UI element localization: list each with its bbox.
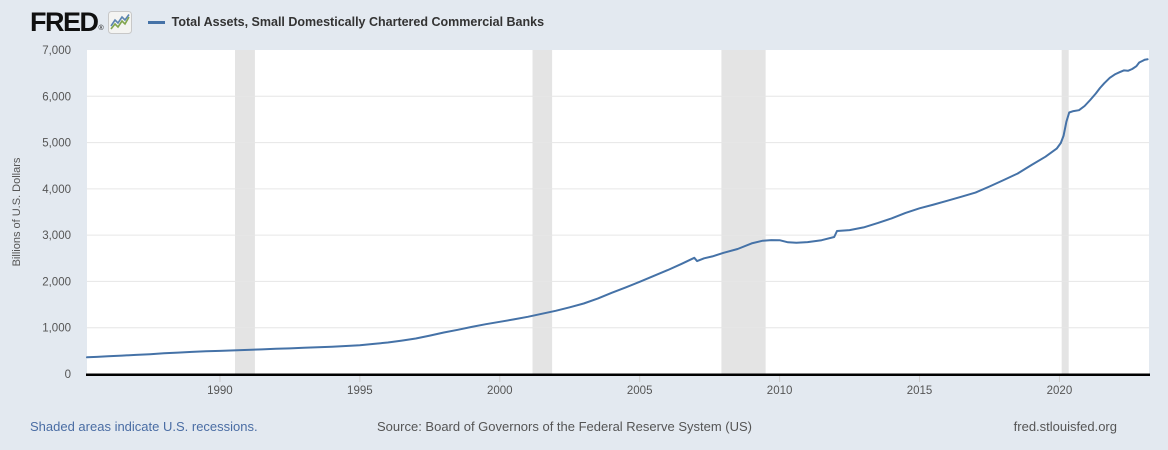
recession-band: [1061, 50, 1069, 374]
y-axis-title: Billions of U.S. Dollars: [11, 157, 23, 266]
line-chart: 1990 1995 2000 2005 2010 2015 2020 0 1,000 2,000 3…: [11, 45, 1150, 397]
y-tick-label: 1,000: [42, 323, 71, 335]
recession-band: [235, 50, 255, 374]
y-tick-label: 7,000: [42, 45, 71, 57]
y-tick-label: 0: [65, 369, 71, 381]
registered-trademark: ®: [98, 25, 104, 32]
fred-logo-link[interactable]: FRED ®: [30, 7, 132, 37]
x-tick-label: 2005: [627, 385, 653, 397]
chart-header: FRED ® Total Assets, Small Domestically …: [30, 8, 544, 36]
recession-band: [532, 50, 553, 374]
x-tick-label: 1995: [347, 385, 373, 397]
fred-logo-chart-icon: [107, 11, 132, 34]
x-axis-line: [86, 373, 1150, 376]
x-tick-label: 2015: [907, 385, 933, 397]
y-tick-label: 6,000: [42, 91, 71, 103]
fred-logo-text: FRED: [30, 7, 99, 37]
series-title: Total Assets, Small Domestically Charter…: [171, 15, 545, 29]
data-series-line: [86, 58, 1149, 359]
x-tick-label: 1990: [207, 385, 233, 397]
y-tick-label: 5,000: [42, 138, 71, 150]
x-tick-label: 2000: [487, 385, 513, 397]
plot-area: [87, 50, 1149, 374]
fred-site-link[interactable]: fred.stlouisfed.org: [1013, 419, 1117, 434]
source-text: Source: Board of Governors of the Federa…: [377, 419, 752, 434]
recession-note-link[interactable]: Shaded areas indicate U.S. recessions.: [30, 419, 258, 434]
y-tick-label: 2,000: [42, 276, 71, 288]
y-tick-label: 4,000: [42, 184, 71, 196]
x-tick-label: 2020: [1047, 385, 1073, 397]
chart-footer: Shaded areas indicate U.S. recessions. S…: [0, 419, 1168, 439]
x-tick-label: 2010: [767, 385, 793, 397]
series-legend-dash: [147, 20, 165, 24]
recession-band: [721, 50, 766, 374]
y-tick-label: 3,000: [42, 230, 71, 242]
